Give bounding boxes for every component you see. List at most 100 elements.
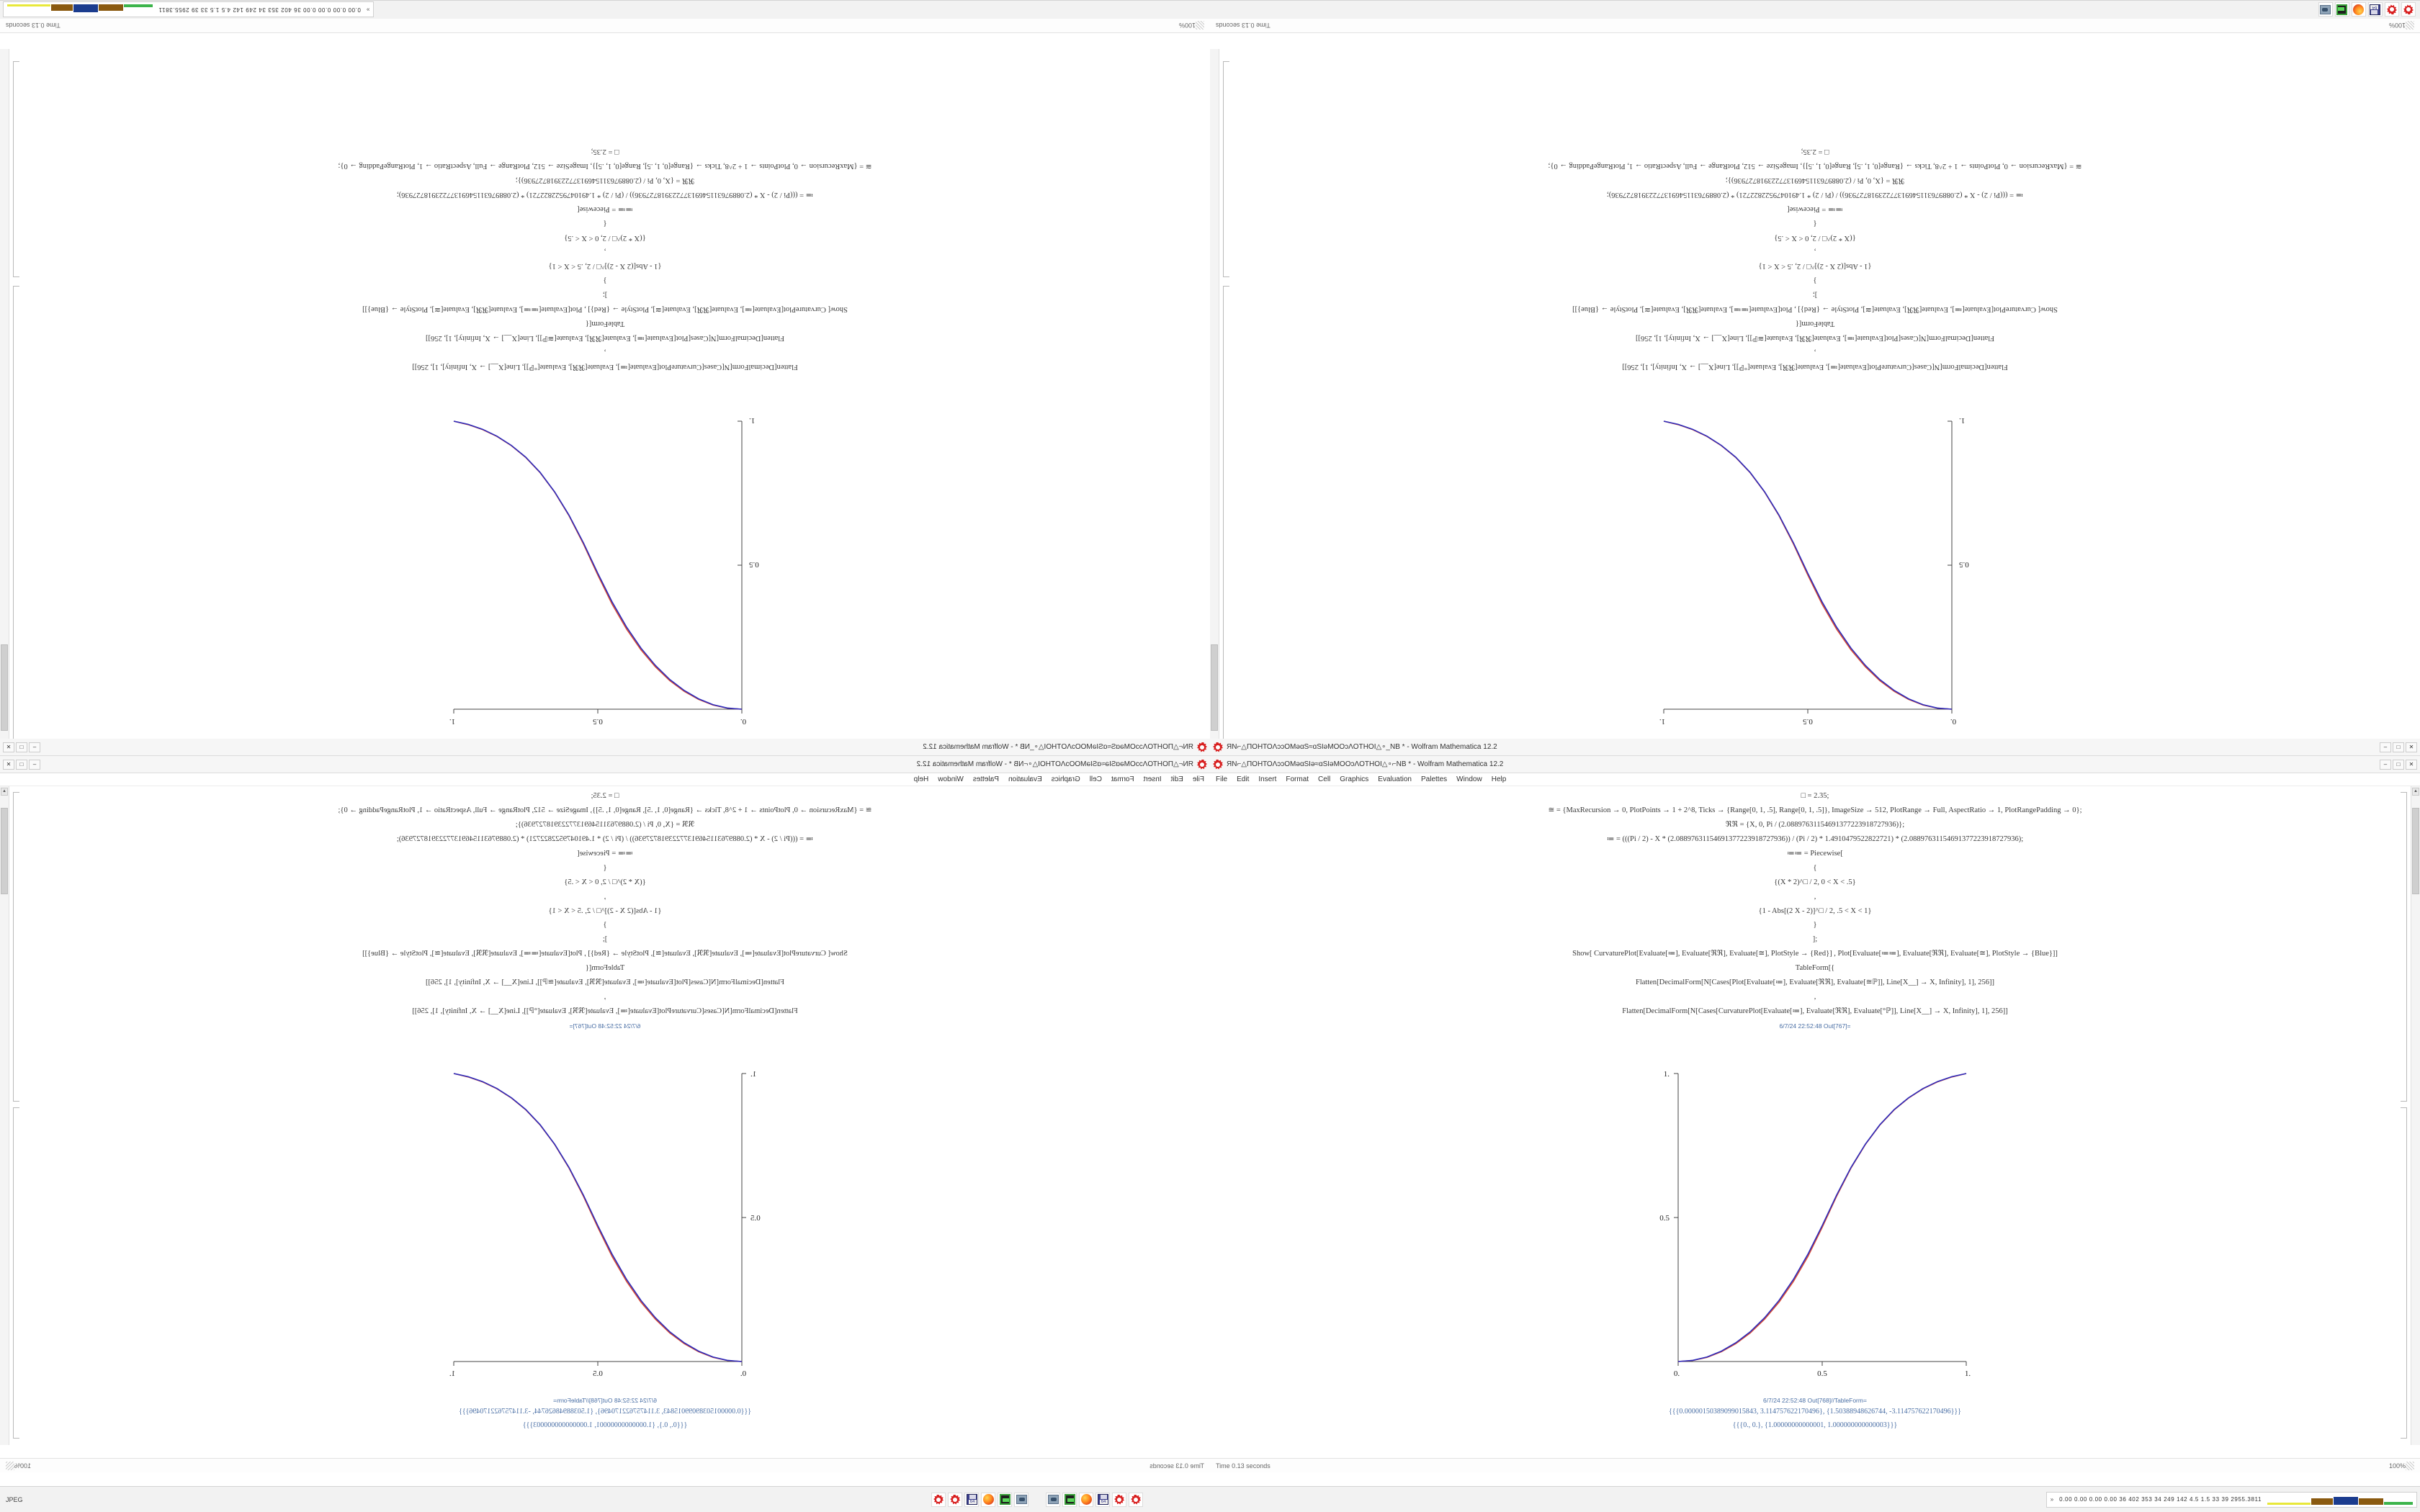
- menu-graphics[interactable]: Graphics: [1340, 775, 1369, 783]
- scrollbar-thumb[interactable]: [2412, 808, 2419, 894]
- system-monitor-applet[interactable]: » 0.00 0.00 0.00 0.00 36 402 353 34 249 …: [3, 1, 375, 18]
- mathematica-icon[interactable]: [948, 1492, 963, 1507]
- minimize-button[interactable]: –: [29, 742, 40, 752]
- cell-brackets[interactable]: [10, 49, 26, 752]
- menu-format[interactable]: Format: [1111, 775, 1134, 783]
- cell-bracket[interactable]: [13, 1107, 19, 1439]
- menu-window[interactable]: Window: [1456, 775, 1482, 783]
- floppy-save-icon[interactable]: [2368, 2, 2383, 17]
- zoom-level[interactable]: 100%: [2388, 22, 2406, 30]
- scroll-up-icon[interactable]: ▲: [1, 788, 8, 796]
- menu-cell[interactable]: Cell: [1089, 775, 1102, 783]
- code-block[interactable]: □ = 2.35; ≅ = {MaxRecursion → 0, PlotPoi…: [1210, 789, 2420, 1019]
- cell-bracket[interactable]: [2401, 1107, 2407, 1439]
- mathematica-notebook-window[interactable]: 6/7/24 22:52:48 Out[767]= 0. 0.5 1.: [0, 19, 1210, 752]
- notebook-body[interactable]: □ = 2.35; ≅ = {MaxRecursion → 0, PlotPoi…: [1210, 786, 2420, 1445]
- window-bottom-right[interactable]: ЯN⌐△ПОHТОΛɔɔОМəɑS≈ɑSІəМООɔΛОТHОІ△∘_NB * …: [1210, 739, 2420, 1472]
- cell-brackets[interactable]: [10, 786, 26, 1445]
- resize-grip[interactable]: [1196, 21, 1204, 30]
- window-controls[interactable]: – □ ✕: [2380, 759, 2417, 770]
- notebook-scrollbar[interactable]: ▲: [1210, 49, 1219, 752]
- device-manager-icon[interactable]: [1062, 1492, 1077, 1507]
- menu-format[interactable]: Format: [1286, 775, 1309, 783]
- taskbar-top[interactable]: » 0.00 0.00 0.00 0.00 36 402 353 34 249 …: [0, 0, 2420, 19]
- resize-grip[interactable]: [6, 1461, 14, 1470]
- resize-grip[interactable]: [2406, 1461, 2414, 1470]
- scrollbar-thumb[interactable]: [1, 808, 8, 894]
- menu-insert[interactable]: Insert: [1258, 775, 1277, 783]
- zoom-level[interactable]: 100%: [2388, 1462, 2406, 1470]
- notebook-scrollbar[interactable]: ▲: [0, 49, 9, 752]
- code-block[interactable]: Flatten[DecimalForm[N[Cases[CurvaturePlo…: [0, 144, 1210, 374]
- menu-cell[interactable]: Cell: [1318, 775, 1331, 783]
- window-top-left[interactable]: 6/7/24 22:52:48 Out[767]= 0. 0.5 1.: [0, 19, 1210, 752]
- menu-edit[interactable]: Edit: [1237, 775, 1250, 783]
- mathematica-icon[interactable]: [2385, 2, 2399, 17]
- menu-help[interactable]: Help: [1491, 775, 1507, 783]
- taskbar-bottom[interactable]: JPEG » 0.00 0.00 0.00 0.00 36 402 353 34…: [0, 1486, 2420, 1512]
- maximize-button[interactable]: □: [16, 759, 27, 770]
- menu-file[interactable]: File: [1216, 775, 1228, 783]
- mathematica-icon[interactable]: [2401, 2, 2416, 17]
- resize-grip[interactable]: [2406, 21, 2414, 30]
- menubar[interactable]: File Edit Insert Format Cell Graphics Ev…: [1210, 773, 2420, 786]
- notebook-body[interactable]: 6/7/24 22:52:48 Out[767]= 0. 0.5 1.: [1210, 49, 2420, 752]
- code-block[interactable]: Flatten[DecimalForm[N[Cases[CurvaturePlo…: [1210, 144, 2420, 374]
- cell-bracket[interactable]: [1223, 286, 1229, 747]
- menu-palettes[interactable]: Palettes: [1421, 775, 1448, 783]
- firefox-icon[interactable]: [981, 1492, 996, 1507]
- cell-bracket[interactable]: [13, 61, 19, 277]
- zoom-level[interactable]: 100%: [1178, 22, 1196, 30]
- curvature-plot[interactable]: 6/7/24 22:52:48 Out[767]= 0. 0.5 1.: [425, 1020, 785, 1395]
- minimize-button[interactable]: –: [2380, 742, 2391, 752]
- mathematica-icon[interactable]: [931, 1492, 946, 1507]
- close-button[interactable]: ✕: [3, 759, 14, 770]
- taskbar-launchers-top[interactable]: [2314, 2, 2420, 17]
- scrollbar-thumb[interactable]: [1211, 644, 1218, 731]
- cell-bracket[interactable]: [13, 286, 19, 747]
- screenshot-tool-icon[interactable]: [2318, 2, 2333, 17]
- menu-evaluation[interactable]: Evaluation: [1378, 775, 1412, 783]
- menu-edit[interactable]: Edit: [1170, 775, 1183, 783]
- cell-bracket[interactable]: [1223, 61, 1229, 277]
- notebook-body[interactable]: □ = 2.35; ≅ = {MaxRecursion → 0, PlotPoi…: [0, 786, 1210, 1445]
- scrollbar-thumb[interactable]: [1, 644, 8, 731]
- sysmon-expand-icon[interactable]: »: [366, 6, 370, 13]
- close-button[interactable]: ✕: [2406, 759, 2417, 770]
- mathematica-notebook-window[interactable]: ЯN⌐△ПОHТОΛɔɔОМəɑS≈ɑSІəМООɔΛОТHОІ△∘_NB * …: [0, 739, 1210, 1472]
- curvature-plot[interactable]: 6/7/24 22:52:48 Out[767]= 0. 0.5 1.: [425, 374, 785, 748]
- cell-brackets[interactable]: [2394, 786, 2410, 1445]
- mathematica-notebook-window[interactable]: 6/7/24 22:52:48 Out[767]= 0. 0.5 1.: [1210, 19, 2420, 752]
- floppy-save-icon[interactable]: [1095, 1492, 1111, 1507]
- zoom-level[interactable]: 100%: [14, 1462, 32, 1470]
- window-controls[interactable]: – □ ✕: [3, 742, 40, 752]
- curvature-plot[interactable]: 6/7/24 22:52:48 Out[767]= 0. 0.5 1.: [1635, 374, 1995, 748]
- cell-bracket[interactable]: [2401, 792, 2407, 1102]
- notebook-scrollbar[interactable]: ▲: [2411, 786, 2420, 1445]
- menu-window[interactable]: Window: [938, 775, 964, 783]
- sysmon-expand-icon[interactable]: »: [2050, 1496, 2054, 1503]
- notebook-body[interactable]: 6/7/24 22:52:48 Out[767]= 0. 0.5 1.: [0, 49, 1210, 752]
- code-block[interactable]: □ = 2.35; ≅ = {MaxRecursion → 0, PlotPoi…: [0, 789, 1210, 1019]
- mathematica-icon[interactable]: [1129, 1492, 1144, 1507]
- taskbar-launchers-bottom[interactable]: [927, 1492, 1147, 1507]
- device-manager-icon[interactable]: [2335, 2, 2349, 17]
- titlebar-secondary[interactable]: ЯN⌐△ПОHТОΛɔɔОМəɑS≈ɑSІəМООɔΛОТHОІ△∘_NB * …: [1210, 739, 2420, 756]
- maximize-button[interactable]: □: [2393, 759, 2404, 770]
- menu-insert[interactable]: Insert: [1143, 775, 1162, 783]
- floppy-save-icon[interactable]: [964, 1492, 980, 1507]
- screenshot-tool-icon[interactable]: [1014, 1492, 1029, 1507]
- screenshot-tool-icon[interactable]: [1046, 1492, 1061, 1507]
- minimize-button[interactable]: –: [2380, 759, 2391, 770]
- mathematica-notebook-window[interactable]: ЯN⌐△ПОHТОΛɔɔОМəɑS≈ɑSІəМООɔΛОТHОІ△∘_NB * …: [1210, 739, 2420, 1472]
- firefox-icon[interactable]: [2352, 2, 2366, 17]
- firefox-icon[interactable]: [1079, 1492, 1094, 1507]
- window-top-right[interactable]: 6/7/24 22:52:48 Out[767]= 0. 0.5 1.: [1210, 19, 2420, 752]
- minimize-button[interactable]: –: [29, 759, 40, 770]
- system-monitor-applet[interactable]: » 0.00 0.00 0.00 0.00 36 402 353 34 249 …: [2045, 1491, 2418, 1508]
- window-controls[interactable]: – □ ✕: [2380, 742, 2417, 752]
- menu-help[interactable]: Help: [913, 775, 929, 783]
- maximize-button[interactable]: □: [16, 742, 27, 752]
- mathematica-icon[interactable]: [1112, 1492, 1127, 1507]
- menu-file[interactable]: File: [1192, 775, 1204, 783]
